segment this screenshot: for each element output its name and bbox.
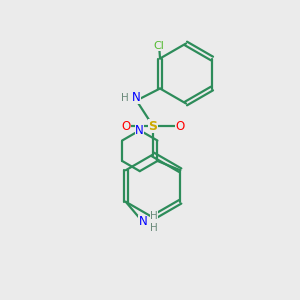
Text: H: H	[150, 211, 158, 221]
Text: N: N	[132, 91, 141, 104]
Text: O: O	[176, 119, 184, 133]
Text: H: H	[150, 223, 158, 233]
Text: N: N	[135, 124, 144, 137]
Text: S: S	[148, 119, 158, 133]
Text: Cl: Cl	[153, 41, 164, 51]
Text: H: H	[121, 92, 129, 103]
Text: O: O	[122, 119, 130, 133]
Text: N: N	[138, 215, 147, 228]
